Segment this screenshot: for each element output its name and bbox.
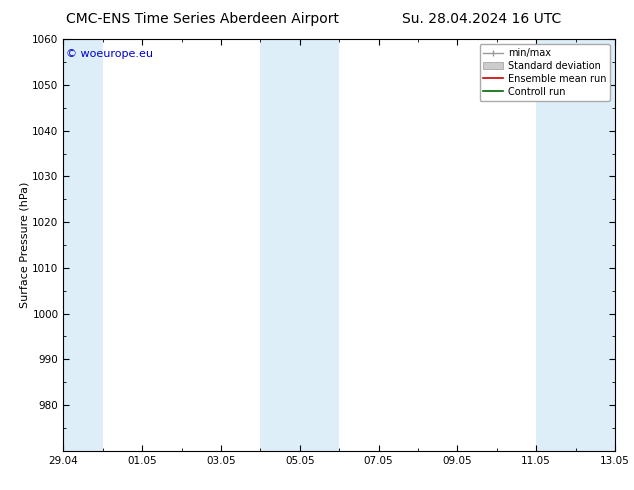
- Bar: [300, 39, 339, 451]
- Bar: [63, 39, 103, 451]
- Legend: min/max, Standard deviation, Ensemble mean run, Controll run: min/max, Standard deviation, Ensemble me…: [479, 44, 610, 100]
- Text: © woeurope.eu: © woeurope.eu: [66, 49, 153, 59]
- Bar: [261, 39, 300, 451]
- Text: Su. 28.04.2024 16 UTC: Su. 28.04.2024 16 UTC: [402, 12, 562, 26]
- Text: CMC-ENS Time Series Aberdeen Airport: CMC-ENS Time Series Aberdeen Airport: [67, 12, 339, 26]
- Bar: [536, 39, 576, 451]
- Bar: [576, 39, 615, 451]
- Y-axis label: Surface Pressure (hPa): Surface Pressure (hPa): [20, 182, 30, 308]
